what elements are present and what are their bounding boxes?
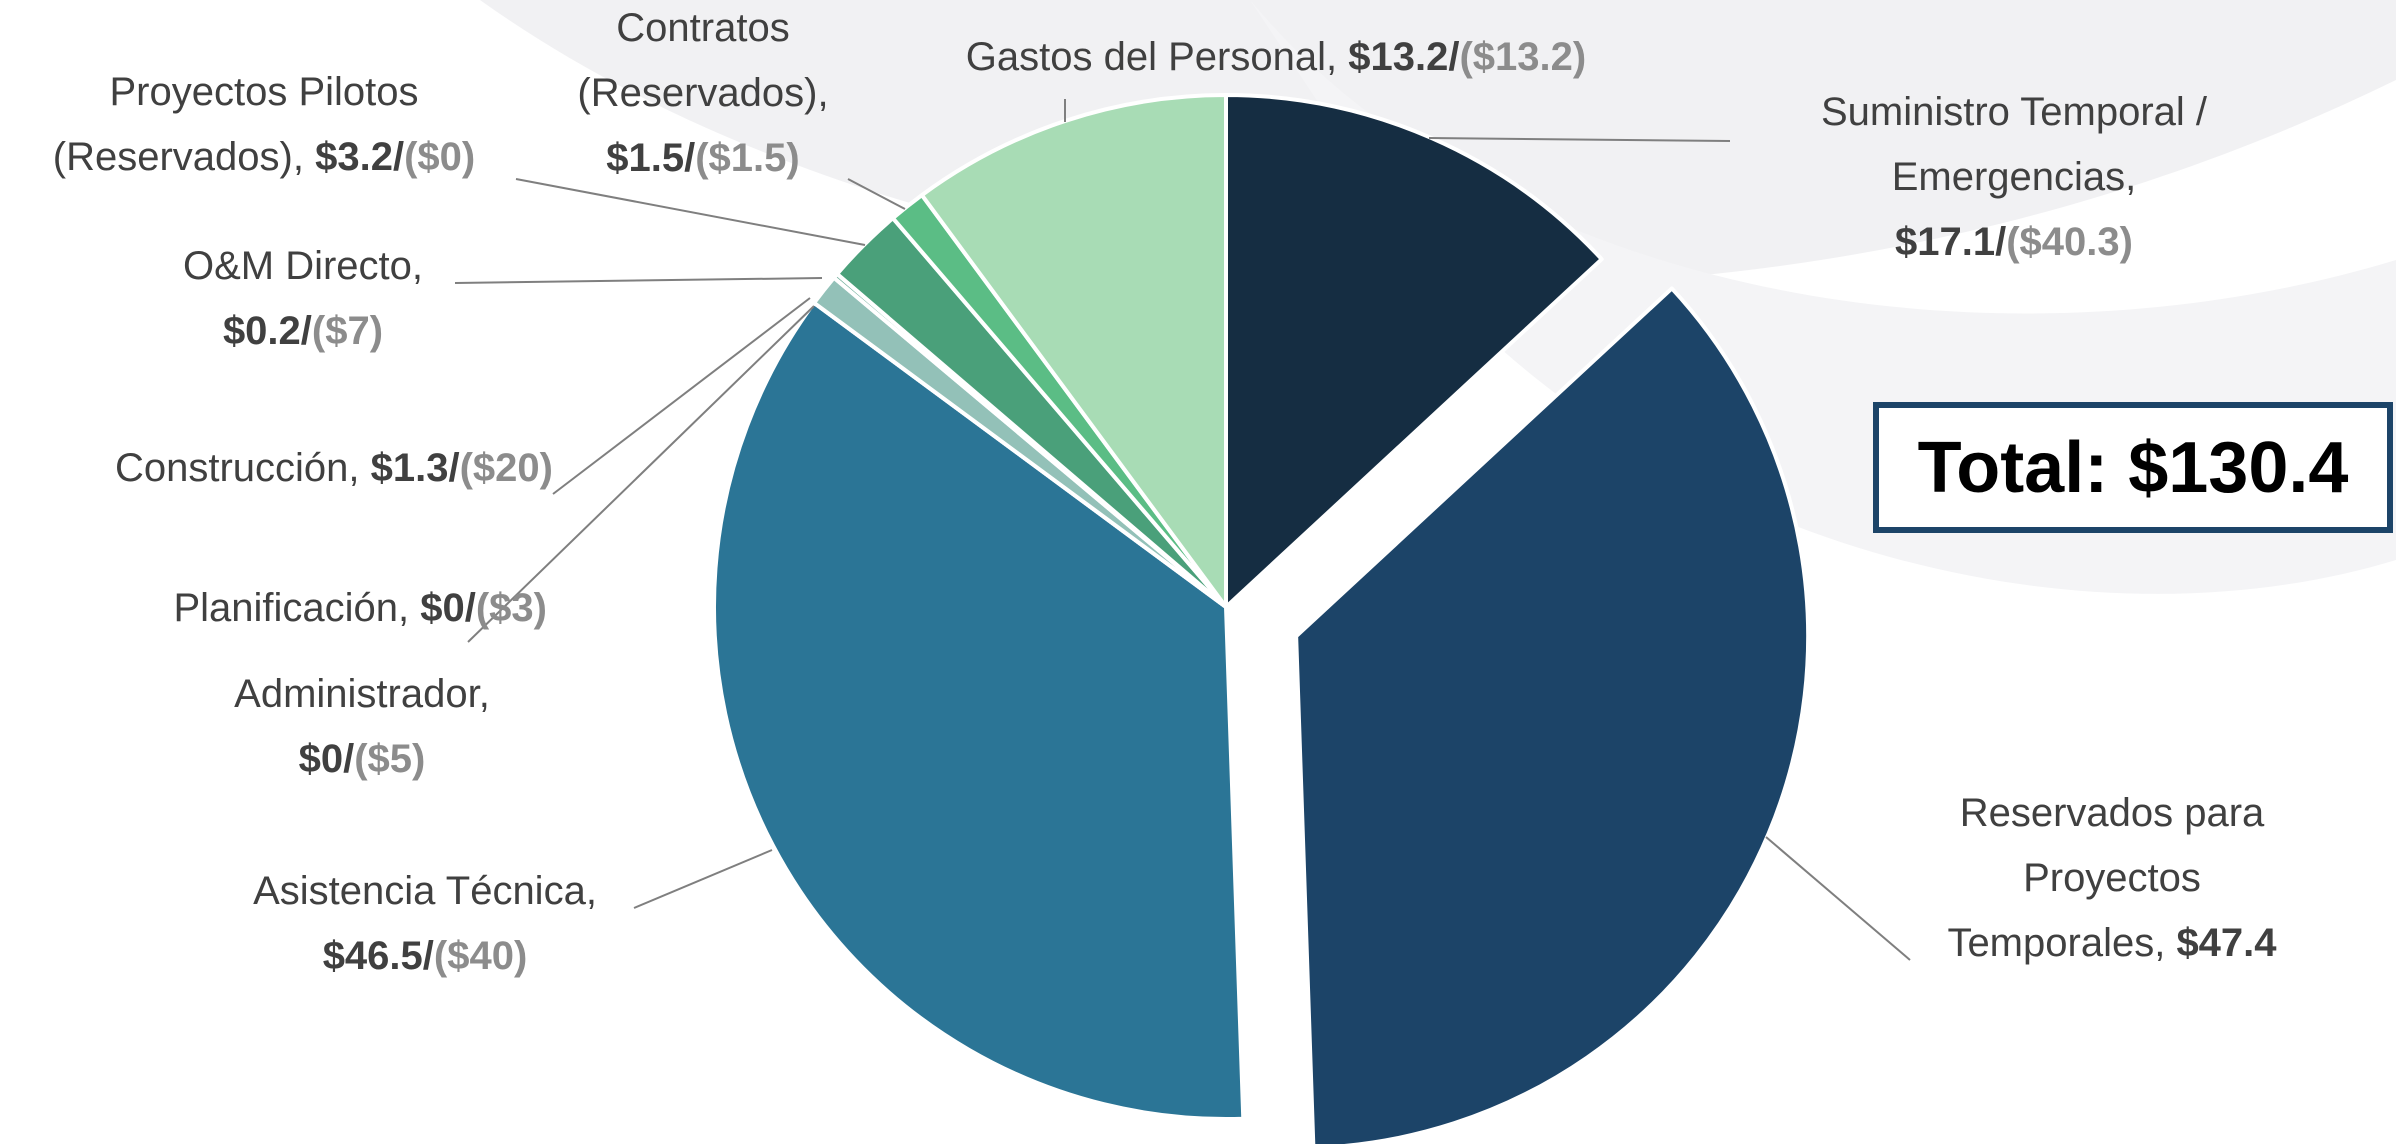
value-label: $0/	[298, 737, 355, 781]
category-name: Planificación,	[173, 586, 410, 630]
leader-line	[847, 178, 906, 210]
slice-label: Planificación, $0/($3)	[173, 576, 547, 641]
value-group: $0/($3)	[420, 586, 547, 630]
value-label: $1.3/	[370, 446, 460, 490]
value-group: $1.5/($1.5)	[606, 136, 799, 180]
value-group: $1.3/($20)	[371, 446, 553, 490]
value-label: $0/	[420, 586, 476, 630]
slice-label: Reservados para Proyectos Temporales, $4…	[1922, 781, 2302, 976]
value-group: $13.2/($13.2)	[1348, 35, 1586, 79]
slice-label: Suministro Temporal / Emergencias, $17.1…	[1789, 80, 2239, 275]
secondary-label: ($5)	[354, 737, 426, 781]
leader-line	[515, 178, 866, 246]
value-group: $17.1/($40.3)	[1895, 220, 2133, 264]
value-label: $0.2/	[222, 309, 312, 353]
value-label: $13.2/	[1348, 35, 1460, 79]
value-label: $3.2/	[315, 135, 405, 179]
slice-label: O&M Directo, $0.2/($7)	[158, 234, 448, 364]
value-label: $47.4	[2176, 921, 2277, 965]
secondary-label: ($13.2)	[1459, 35, 1587, 79]
value-group: $0.2/($7)	[223, 309, 383, 353]
value-label: $17.1/	[1895, 220, 2007, 264]
value-group: $46.5/($40)	[323, 934, 528, 978]
secondary-label: ($3)	[475, 586, 547, 630]
pie-slice	[712, 300, 1246, 1121]
secondary-label: ($1.5)	[695, 136, 800, 180]
secondary-label: ($20)	[459, 446, 553, 490]
leader-line	[467, 305, 815, 643]
value-group: $0/($5)	[299, 737, 426, 781]
secondary-label: ($7)	[311, 309, 384, 353]
category-name: Contratos (Reservados),	[577, 6, 829, 115]
leader-line	[552, 297, 811, 495]
category-name: Gastos del Personal,	[965, 35, 1338, 79]
slice-label: Gastos del Personal, $13.2/($13.2)	[676, 25, 1876, 90]
total-box: Total: $130.4	[1873, 402, 2393, 533]
secondary-label: ($40.3)	[2006, 220, 2133, 264]
secondary-label: ($40)	[433, 934, 528, 978]
category-name: O&M Directo,	[182, 244, 424, 288]
slice-label: Asistencia Técnica, $46.5/($40)	[220, 859, 630, 989]
slice-label: Contratos (Reservados), $1.5/($1.5)	[553, 0, 853, 191]
value-label: $1.5/	[606, 136, 696, 180]
category-name: Administrador,	[234, 672, 490, 716]
value-group: $47.4	[2176, 921, 2276, 965]
category-name: Asistencia Técnica,	[253, 869, 597, 913]
pie-slice	[1294, 286, 1811, 1144]
leader-line	[454, 277, 823, 284]
leader-line	[1765, 836, 1911, 961]
slice-label: Administrador, $0/($5)	[207, 662, 517, 792]
slice-label: Construcción, $1.3/($20)	[115, 436, 553, 501]
value-group: $3.2/($0)	[315, 135, 475, 179]
category-name: Construcción,	[114, 446, 360, 490]
category-name: Proyectos Pilotos (Reservados),	[52, 70, 419, 179]
slice-label: Proyectos Pilotos (Reservados), $3.2/($0…	[9, 60, 519, 190]
value-label: $46.5/	[322, 934, 434, 978]
leader-line	[633, 849, 773, 909]
leader-line	[1428, 137, 1731, 142]
secondary-label: ($0)	[404, 135, 476, 179]
category-name: Suministro Temporal / Emergencias,	[1820, 90, 2208, 199]
category-name: Reservados para Proyectos Temporales,	[1947, 791, 2265, 965]
